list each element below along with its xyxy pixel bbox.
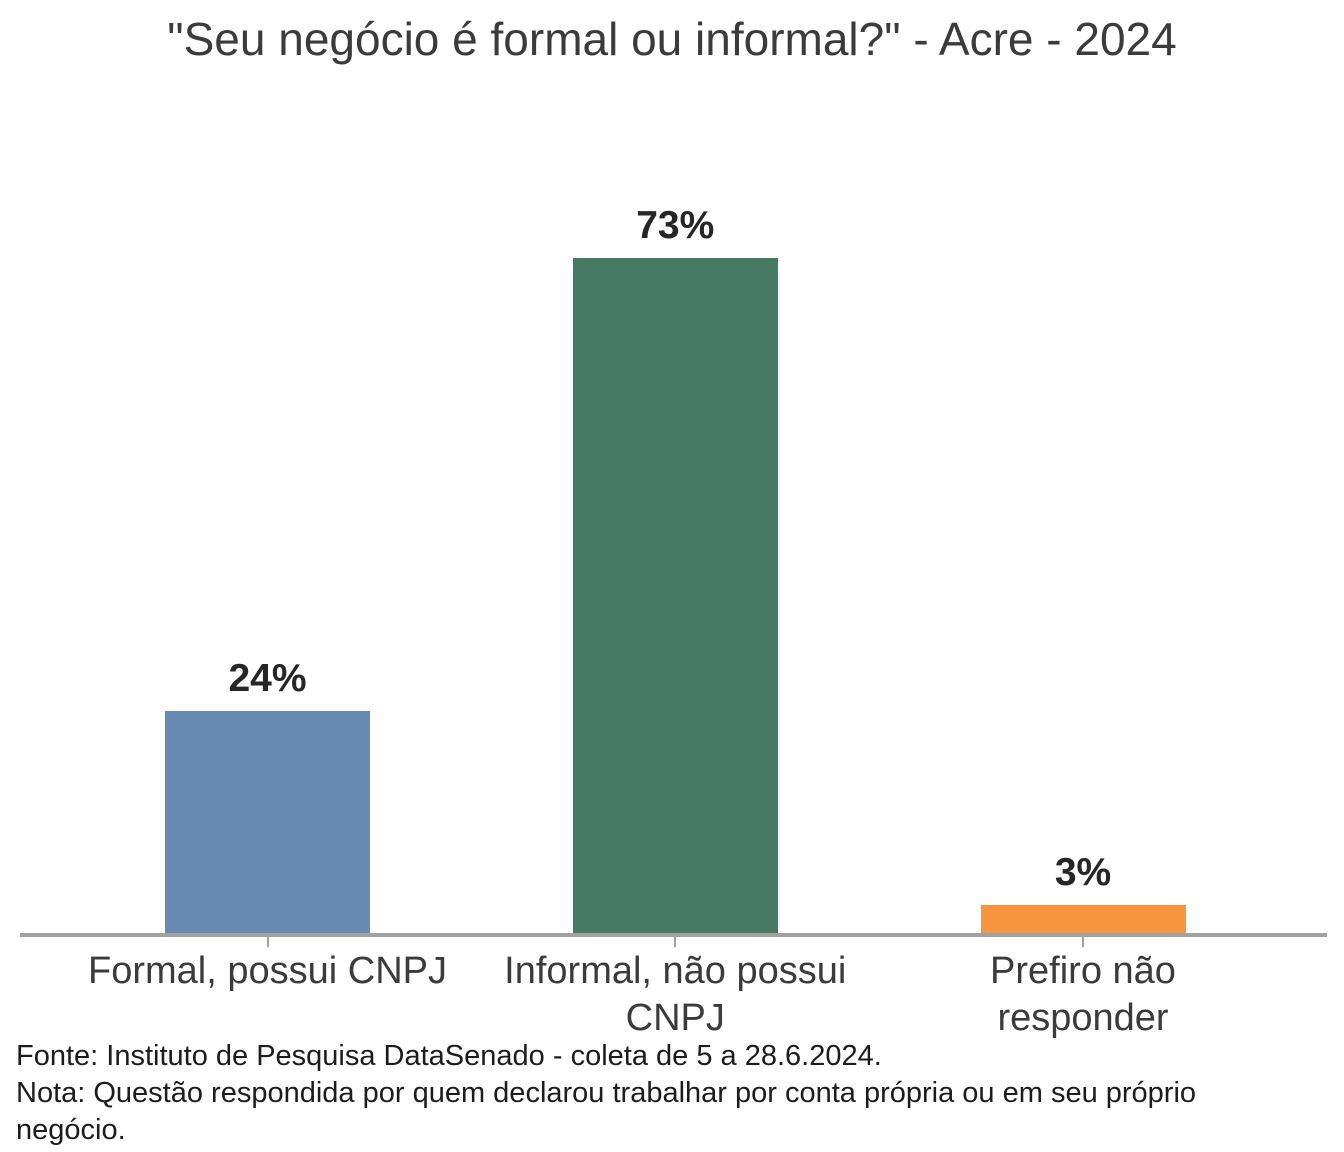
bar-1 xyxy=(572,258,778,933)
bar-value-label-2: 3% xyxy=(1054,851,1112,894)
chart-title: "Seu negócio é formal ou informal?" - Ac… xyxy=(167,13,1177,65)
bar-0 xyxy=(165,711,370,933)
x-axis-tick-1 xyxy=(674,937,677,947)
x-axis-label-line: Informal, não possui xyxy=(504,950,847,992)
bar-2 xyxy=(980,905,1186,933)
source-note: Fonte: Instituto de Pesquisa DataSenado … xyxy=(16,1040,882,1072)
x-axis-label-line: Prefiro não xyxy=(990,950,1176,992)
x-axis-tick-2 xyxy=(1082,937,1084,947)
footer-notes: Fonte: Instituto de Pesquisa DataSenado … xyxy=(16,1038,1206,1149)
x-axis-label-line: responder xyxy=(997,997,1169,1039)
x-axis-label-0: Formal, possui CNPJ xyxy=(58,948,478,995)
x-axis-line xyxy=(20,933,1327,937)
bar-value-label-0: 24% xyxy=(228,657,307,700)
x-axis-tick-0 xyxy=(266,937,269,947)
x-axis-label-1: Informal, não possui CNPJ xyxy=(465,948,885,1042)
methodology-note: Nota: Questão respondida por quem declar… xyxy=(16,1077,1197,1146)
bar-value-label-1: 73% xyxy=(636,204,715,247)
x-axis-label-2: Prefiro não responder xyxy=(873,948,1293,1042)
x-axis-label-line: CNPJ xyxy=(625,997,725,1039)
x-axis-label-line: Formal, possui CNPJ xyxy=(88,950,447,992)
